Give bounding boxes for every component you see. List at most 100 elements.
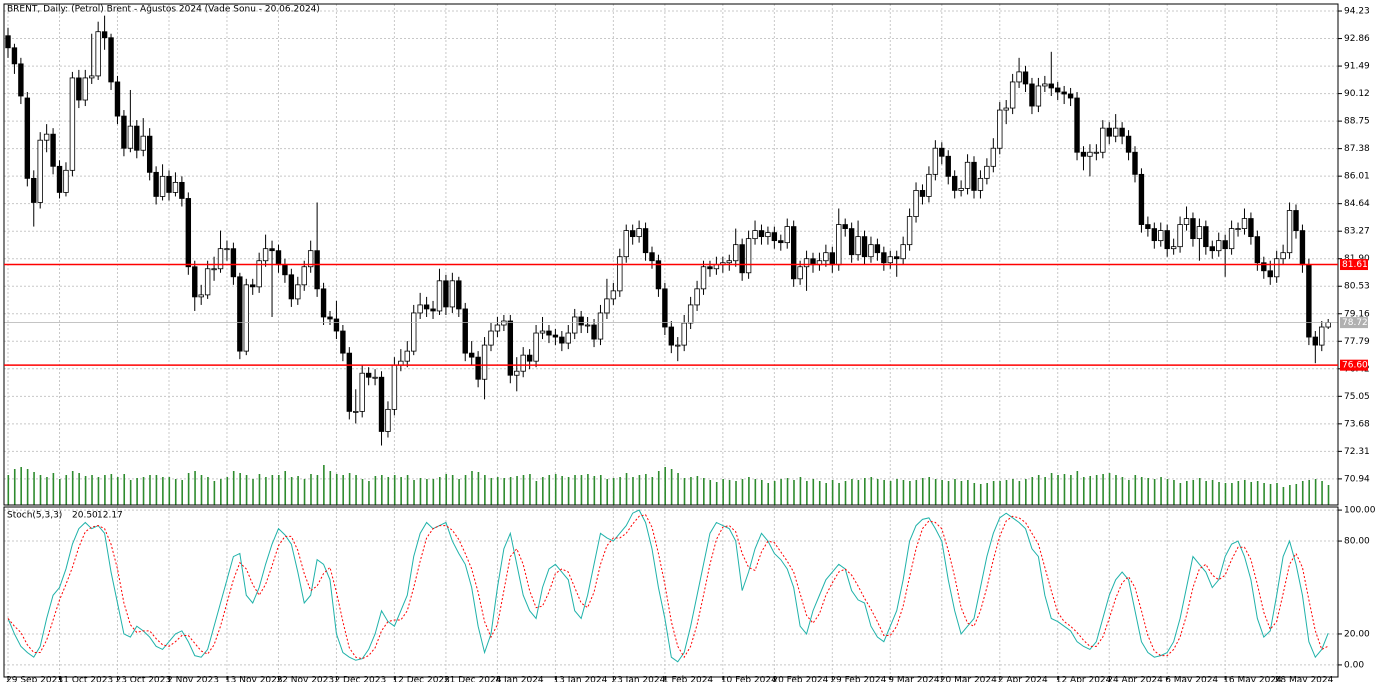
candle-body xyxy=(1022,71,1029,85)
volume-bar xyxy=(632,477,634,505)
volume-bar xyxy=(1308,480,1310,505)
candle-body xyxy=(533,332,539,362)
x-tick-label: 6 May 2024 xyxy=(1165,676,1218,682)
volume-bar xyxy=(825,483,827,505)
candle-body xyxy=(1254,236,1261,264)
volume-bar xyxy=(232,471,235,505)
volume-bar xyxy=(599,475,602,505)
y-tick-label: 90.12 xyxy=(1344,89,1370,99)
candle-body xyxy=(256,260,262,288)
volume-bar xyxy=(374,476,377,505)
volume-bar xyxy=(1140,477,1143,505)
volume-bar xyxy=(284,471,287,505)
candle-body xyxy=(894,256,900,260)
volume-bar xyxy=(458,479,460,505)
volume-bar xyxy=(1250,482,1253,505)
candle-body xyxy=(314,250,320,290)
volume-bar xyxy=(1211,480,1214,505)
candle-body xyxy=(494,324,501,332)
volume-bar xyxy=(864,478,866,505)
volume-bar xyxy=(709,480,712,505)
volume-bar xyxy=(123,474,126,505)
volume-bar xyxy=(1173,480,1175,505)
volume-bar xyxy=(670,469,673,505)
candle-body xyxy=(1280,252,1286,260)
candle-body xyxy=(526,354,533,362)
candle-body xyxy=(662,288,668,328)
candle-body xyxy=(1029,83,1035,107)
x-tick-label: 28 May 2024 xyxy=(1275,676,1334,682)
level-label: 76.60 xyxy=(1342,361,1368,371)
candle-body xyxy=(153,171,159,197)
volume-bar xyxy=(992,481,995,505)
candle-body xyxy=(1074,97,1080,153)
candle-body xyxy=(1261,262,1267,272)
volume-bar xyxy=(471,471,473,505)
volume-bar xyxy=(1063,474,1066,505)
volume-bar xyxy=(1192,480,1195,505)
volume-bar xyxy=(277,475,280,505)
candle-body xyxy=(134,125,140,151)
candle-body xyxy=(114,81,121,117)
candle-body xyxy=(514,370,520,376)
volume-bar xyxy=(1108,473,1111,505)
x-tick-label: 1 Feb 2024 xyxy=(663,676,714,682)
volume-bar xyxy=(954,479,956,505)
x-tick-label: 12 Apr 2024 xyxy=(1056,676,1112,682)
candle-body xyxy=(456,280,462,310)
volume-bar xyxy=(7,475,10,505)
volume-bar xyxy=(59,479,61,505)
candle-body xyxy=(404,350,410,362)
x-tick-label: 23 Jan 2024 xyxy=(611,676,665,682)
candle-body xyxy=(365,372,372,378)
volume-bar xyxy=(979,484,982,505)
price-pane-border xyxy=(3,3,1339,506)
volume-bar xyxy=(838,483,840,505)
volume-bar xyxy=(1289,485,1291,505)
volume-bar xyxy=(921,478,924,505)
volume-bar xyxy=(1166,479,1169,505)
x-tick-label: 9 Mar 2024 xyxy=(888,676,940,682)
candle-body xyxy=(984,165,990,179)
candle-body xyxy=(1164,230,1170,250)
candle-body xyxy=(411,312,417,352)
candle-body xyxy=(552,334,559,338)
y-tick-label: 73.68 xyxy=(1344,419,1370,429)
volume-bar xyxy=(818,481,821,505)
volume-bar xyxy=(438,477,441,505)
candle-body xyxy=(288,274,295,300)
volume-bar xyxy=(1121,477,1124,505)
candle-body xyxy=(997,109,1003,149)
candle-body xyxy=(861,236,868,258)
volume-bar xyxy=(503,478,505,505)
candle-body xyxy=(185,198,192,268)
volume-bar xyxy=(1269,484,1272,505)
volume-bar xyxy=(168,477,171,505)
candle-body xyxy=(1228,228,1235,250)
candle-body xyxy=(919,190,926,197)
candle-body xyxy=(1222,240,1228,250)
candle-body xyxy=(1112,127,1119,137)
price-tag xyxy=(1340,317,1368,329)
candle-body xyxy=(739,244,745,274)
candle-body xyxy=(1055,87,1061,93)
candle-body xyxy=(874,244,881,254)
y-tick-label: 91.49 xyxy=(1344,62,1370,72)
volume-bar xyxy=(870,477,873,505)
volume-bar xyxy=(896,479,898,505)
y-tick-label: 92.86 xyxy=(1344,34,1370,44)
volume-bar xyxy=(91,475,93,505)
candle-body xyxy=(733,244,739,262)
candle-body xyxy=(1158,230,1164,242)
candle-body xyxy=(668,326,675,346)
volume-bar xyxy=(780,479,782,505)
candle-body xyxy=(192,266,198,298)
candle-body xyxy=(1119,127,1125,137)
volume-bar xyxy=(426,479,428,505)
volume-bar xyxy=(1147,478,1149,505)
stoch-line xyxy=(7,509,1329,663)
y-tick-label: 94.23 xyxy=(1344,7,1370,17)
volume-bar xyxy=(561,476,563,505)
candle-body xyxy=(848,228,855,256)
candle-body xyxy=(1093,151,1100,154)
